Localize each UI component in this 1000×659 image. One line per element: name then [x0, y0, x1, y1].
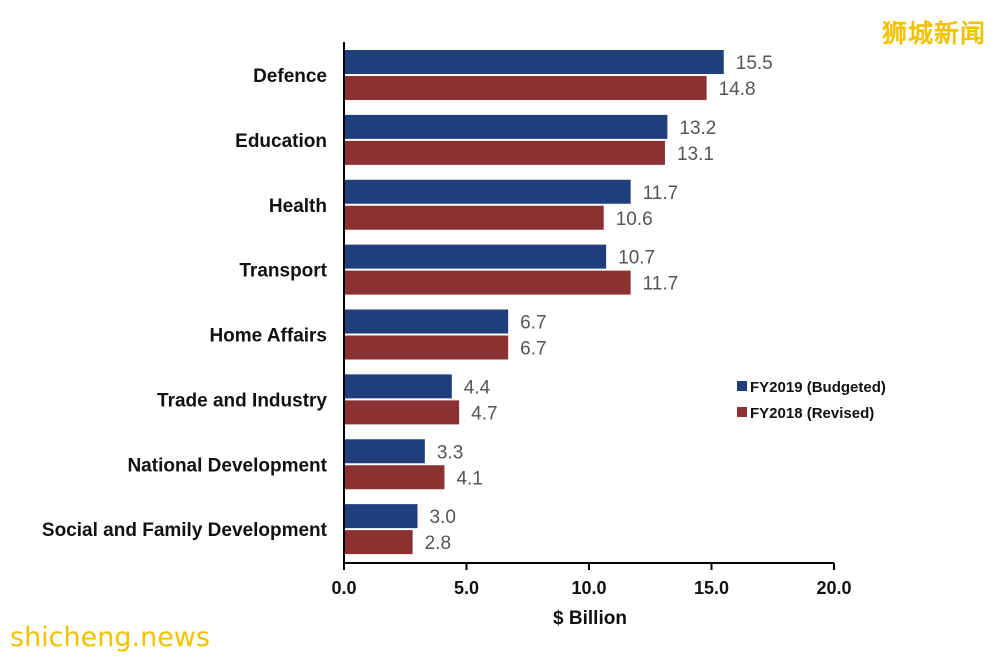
value-label: 4.1 — [456, 468, 482, 489]
bar-fy2018 — [344, 140, 665, 165]
bar-fy2019 — [344, 504, 418, 529]
x-tick-label: 0.0 — [331, 578, 356, 598]
value-label: 10.6 — [616, 209, 653, 230]
category-label: Education — [235, 131, 327, 152]
x-tick-label: 15.0 — [694, 578, 729, 598]
category-label: Social and Family Development — [42, 520, 328, 541]
x-tick-label: 10.0 — [571, 578, 606, 598]
category-label: National Development — [127, 455, 327, 476]
watermark-cn: 狮城新闻 — [881, 19, 986, 48]
value-label: 13.1 — [677, 144, 714, 165]
value-label: 2.8 — [425, 533, 451, 554]
bar-fy2019 — [344, 244, 607, 269]
value-label: 13.2 — [679, 118, 716, 139]
bar-fy2019 — [344, 374, 452, 399]
legend-label: FY2019 (Budgeted) — [750, 379, 886, 396]
bar-fy2018 — [344, 270, 631, 295]
value-label: 11.7 — [643, 274, 679, 295]
value-label: 11.7 — [643, 183, 679, 204]
value-label: 3.3 — [437, 442, 463, 463]
bar-fy2018 — [344, 530, 413, 555]
value-label: 15.5 — [736, 53, 773, 74]
bar-fy2018 — [344, 335, 509, 360]
legend-swatch — [737, 407, 747, 417]
x-tick-label: 5.0 — [454, 578, 479, 598]
value-label: 6.7 — [520, 313, 546, 334]
bar-fy2019 — [344, 439, 425, 464]
bar-fy2019 — [344, 179, 631, 204]
bar-fy2019 — [344, 309, 509, 334]
value-label: 4.7 — [471, 403, 497, 424]
value-label: 4.4 — [464, 377, 491, 398]
x-axis-title: $ Billion — [553, 608, 627, 629]
bar-fy2018 — [344, 400, 460, 425]
category-label: Transport — [239, 261, 327, 282]
bar-fy2018 — [344, 76, 707, 100]
category-label: Home Affairs — [209, 326, 327, 347]
category-label: Defence — [253, 66, 327, 87]
value-label: 6.7 — [520, 339, 546, 360]
x-tick-label: 20.0 — [816, 578, 851, 598]
category-label: Trade and Industry — [157, 390, 327, 411]
bar-fy2019 — [344, 50, 724, 74]
bar-fy2018 — [344, 205, 604, 230]
category-label: Health — [269, 196, 327, 217]
value-label: 3.0 — [430, 507, 456, 528]
legend-label: FY2018 (Revised) — [750, 405, 874, 422]
bar-fy2018 — [344, 465, 445, 490]
value-label: 10.7 — [618, 248, 655, 269]
legend-swatch — [737, 381, 747, 391]
value-label: 14.8 — [719, 79, 756, 100]
bar-fy2019 — [344, 114, 668, 139]
watermark-en: shicheng.news — [10, 622, 210, 653]
